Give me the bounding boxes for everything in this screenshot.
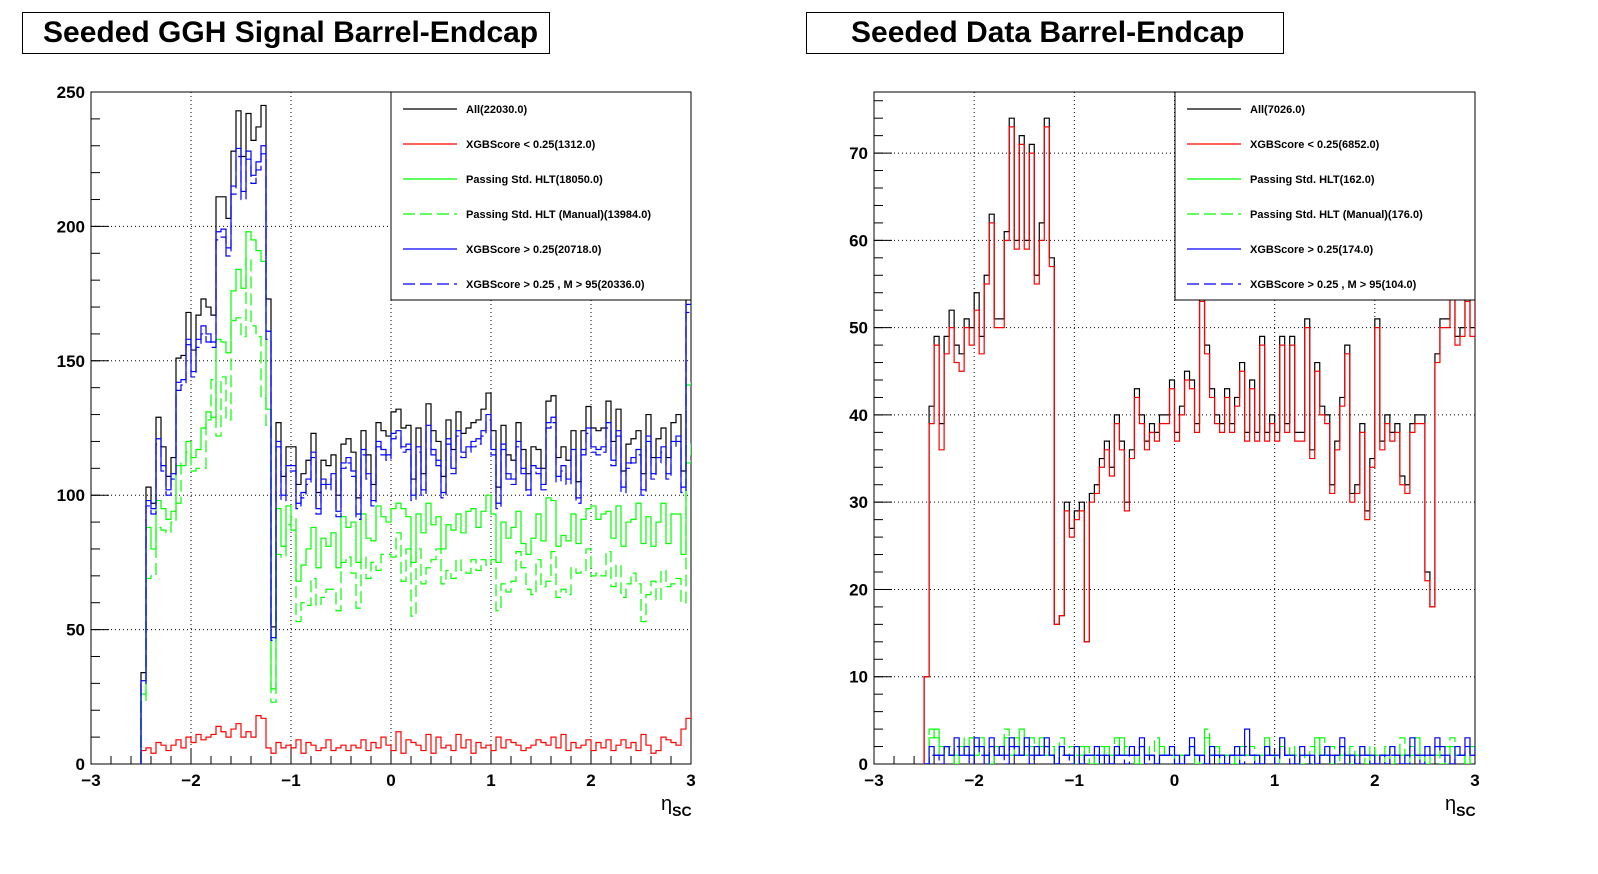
x-tick-label: −1 [281,771,300,790]
series-2-line [140,231,691,764]
x-tick-label: 0 [1170,771,1179,790]
x-tick-label: −3 [864,771,883,790]
x-tick-label: 1 [1270,771,1279,790]
legend-box [1174,91,1476,301]
x-tick-label: 2 [1370,771,1379,790]
series-1-line [140,712,691,764]
y-tick-label: 150 [57,352,85,371]
x-axis-title: ηSC [1445,793,1476,819]
y-tick-label: 50 [66,621,85,640]
y-tick-label: 30 [849,493,868,512]
y-tick-label: 20 [849,580,868,599]
x-tick-label: 3 [1470,771,1479,790]
legend-label: XGBScore < 0.25(6852.0) [1250,139,1380,151]
legend: All(22030.0) XGBScore < 0.25(1312.0) Passi… [390,91,692,301]
legend-label: XGBScore > 0.25(174.0) [1250,244,1374,256]
legend: All(7026.0) XGBScore < 0.25(6852.0) Passin… [1174,91,1476,301]
chart-title-left-text: Seeded GGH Signal Barrel-Endcap [43,16,539,49]
x-tick-label: −2 [964,771,983,790]
legend-label: XGBScore > 0.25 , M > 95(104.0) [1250,279,1417,291]
chart-0: −3 −2 −1 0 1 2 3 0 50 100 150 200 250 All(22030.0) XGB… [57,83,696,819]
legend-label: Passing Std. HLT (Manual)(176.0) [1250,209,1423,221]
legend-label: All(7026.0) [1250,104,1305,116]
legend-label: Passing Std. HLT(18050.0) [466,174,603,186]
y-tick-label: 70 [849,144,868,163]
legend-label: Passing Std. HLT(162.0) [1250,174,1375,186]
legend-label: Passing Std. HLT (Manual)(13984.0) [466,209,651,221]
series-4-line [924,728,1475,764]
legend-label: All(22030.0) [466,104,527,116]
chart-title-right-text: Seeded Data Barrel-Endcap [851,16,1245,49]
series-1-line [923,126,1475,764]
y-tick-label: 0 [859,755,868,774]
y-tick-label: 0 [76,755,85,774]
legend-label: XGBScore > 0.25(20718.0) [466,244,602,256]
series-4-line [140,145,691,764]
x-tick-label: 3 [686,771,695,790]
x-tick-label: −2 [181,771,200,790]
chart-1: −3 −2 −1 0 1 2 3010203040506070All(7026.0)XGBS… [849,91,1480,819]
y-tick-label: 50 [849,319,868,338]
x-axis-title: ηSC [661,793,692,819]
series-5-line [140,153,691,764]
legend-label: XGBScore > 0.25 , M > 95(20336.0) [466,279,645,291]
x-tick-label: 1 [486,771,495,790]
series-0-line [140,104,691,764]
legend-box [390,91,692,301]
chart-title-right: Seeded Data Barrel-Endcap [806,12,1284,54]
series-5-line [924,745,1475,764]
y-tick-label: 200 [57,217,85,236]
x-tick-label: −3 [81,771,100,790]
series-3-line [140,258,691,764]
x-tick-label: 2 [586,771,595,790]
chart-title-left: Seeded GGH Signal Barrel-Endcap [22,12,550,54]
series-0-line [923,117,1475,764]
y-tick-label: 10 [849,668,868,687]
legend-label: XGBScore < 0.25(1312.0) [466,139,596,151]
y-tick-label: 40 [849,406,868,425]
y-tick-label: 60 [849,231,868,250]
y-tick-label: 250 [57,83,85,102]
y-tick-label: 100 [57,486,85,505]
x-tick-label: 0 [386,771,395,790]
x-tick-label: −1 [1065,771,1084,790]
